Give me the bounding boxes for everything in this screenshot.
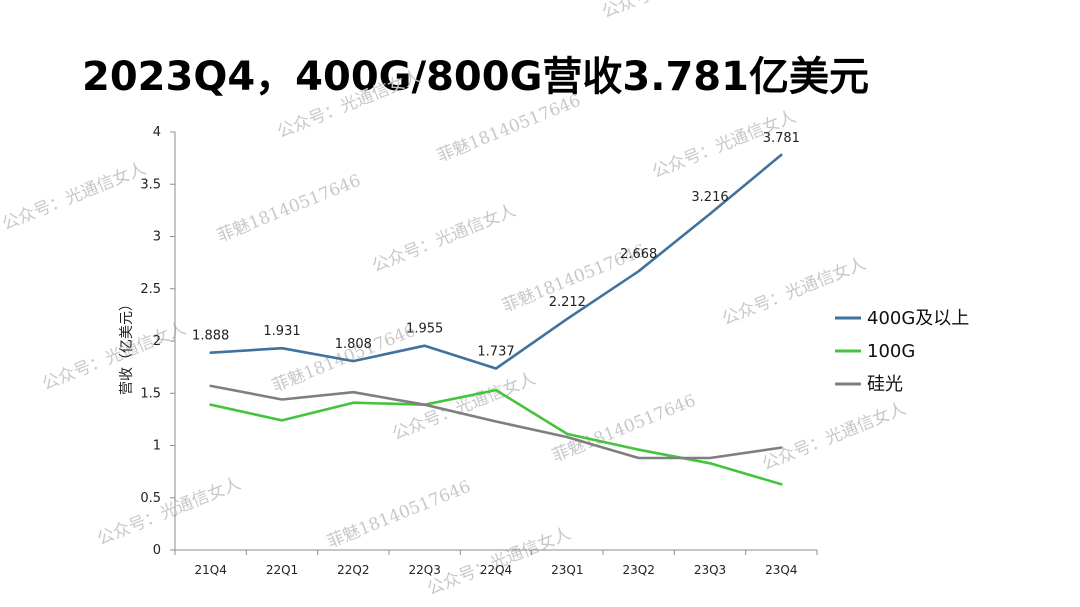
watermark-text: 公众号：光通信女人 [424, 524, 573, 600]
watermark-text: 公众号：光通信女人 [389, 369, 538, 445]
y-tick-label: 2.5 [140, 282, 161, 297]
legend-label: 400G及以上 [867, 308, 969, 329]
y-tick-label: 2 [153, 334, 161, 349]
watermark-text: 公众号：光通信女人 [274, 67, 423, 143]
data-label: 1.737 [477, 344, 514, 359]
data-labels: 1.888 1.931 1.808 1.955 1.737 2.212 2.668 3.216… [192, 131, 800, 360]
y-axis-label: 营收（亿美元） [119, 297, 135, 395]
watermark-text: 菲魅18140517646 [549, 391, 698, 467]
x-tick-label: 23Q4 [765, 563, 797, 577]
series-layer [209, 153, 783, 486]
watermark-layer: 公众号：光通信女人公众号：光通信女人公众号：光通信女人公众号：光通信女人公众号：… [0, 0, 909, 600]
data-label: 2.668 [620, 247, 657, 262]
watermark-text: 公众号：光通信女人 [39, 319, 188, 395]
watermark-text: 菲魅18140517646 [214, 171, 363, 247]
x-tick-label: 23Q2 [622, 563, 654, 577]
legend-label: 硅光 [867, 374, 903, 395]
x-tick-label: 23Q3 [694, 563, 726, 577]
y-tick-label: 3 [153, 230, 161, 245]
x-tick-label: 22Q3 [408, 563, 440, 577]
watermark-text: 公众号：光通信女人 [369, 201, 518, 277]
legend-label: 100G [867, 341, 915, 362]
data-label: 2.212 [549, 295, 586, 310]
watermark-text: 公众号：光通信女人 [599, 0, 748, 23]
page-title: 2023Q4，400G/800G营收3.781亿美元 [82, 54, 869, 100]
data-label: 1.931 [263, 324, 300, 339]
x-tick-label: 22Q4 [480, 563, 512, 577]
data-label: 1.955 [406, 322, 443, 337]
data-label: 3.781 [763, 131, 800, 146]
data-label: 1.888 [192, 329, 229, 344]
y-tick-label: 3.5 [140, 177, 161, 192]
x-tick-label: 22Q1 [266, 563, 298, 577]
watermark-text: 公众号：光通信女人 [0, 159, 149, 235]
legend: 400G及以上 100G 硅光 [835, 308, 969, 395]
y-tick-label: 0 [153, 543, 161, 558]
x-tick-label: 23Q1 [551, 563, 583, 577]
x-tick-label: 22Q2 [337, 563, 369, 577]
x-tick-label: 21Q4 [194, 563, 226, 577]
watermark-text: 菲魅18140517646 [324, 477, 473, 553]
watermark-text: 公众号：光通信女人 [759, 399, 908, 475]
watermark-text: 菲魅18140517646 [434, 91, 583, 167]
y-tick-label: 1.5 [140, 386, 161, 401]
chart-axes: 0 0.5 1 1.5 2 2.5 3 3.5 4 21Q4 22Q1 22Q2 22Q3 22Q4 23Q… [119, 125, 818, 577]
data-label: 1.808 [335, 337, 372, 352]
y-tick-label: 1 [153, 439, 161, 454]
watermark-text: 公众号：光通信女人 [94, 474, 243, 550]
y-tick-label: 0.5 [140, 491, 161, 506]
y-tick-label: 4 [153, 125, 161, 140]
data-label: 3.216 [691, 190, 728, 205]
